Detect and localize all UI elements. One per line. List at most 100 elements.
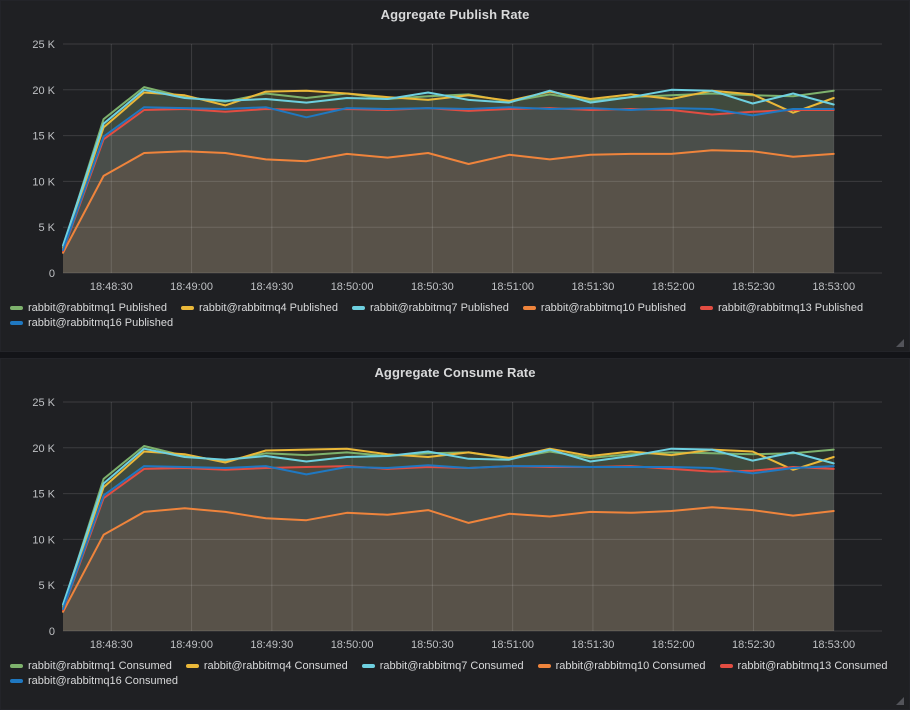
series-fill [63,108,834,273]
x-tick-label: 18:51:30 [572,639,615,651]
y-tick-label: 10 K [32,534,55,546]
legend-item[interactable]: rabbit@rabbitmq7 Published [351,302,509,314]
y-tick-label: 15 K [32,131,55,143]
legend-series-swatch-icon [537,664,551,668]
series-line [62,149,835,254]
legend-item[interactable]: rabbit@rabbitmq7 Consumed [361,660,524,672]
legend-series-swatch-icon [10,321,23,325]
series-fill [63,107,834,273]
legend-series-label: rabbit@rabbitmq16 Consumed [28,675,178,687]
series-line [62,106,835,252]
y-tick-label: 10 K [32,176,55,188]
series-fill [63,446,834,631]
x-tick-label: 18:53:00 [812,281,855,293]
x-tick-label: 18:52:00 [652,281,695,293]
legend-item[interactable]: rabbit@rabbitmq10 Consumed [537,660,706,672]
legend-item[interactable]: rabbit@rabbitmq10 Published [522,302,686,314]
x-tick-label: 18:51:30 [572,281,615,293]
legend-series-label: rabbit@rabbitmq13 Consumed [737,660,888,672]
legend-series-swatch-icon [10,679,23,683]
x-tick-label: 18:51:00 [491,281,534,293]
legend-series-label: rabbit@rabbitmq10 Consumed [555,660,706,672]
series-fill [63,87,834,273]
x-tick-label: 18:50:30 [411,639,454,651]
x-tick-label: 18:49:00 [170,639,213,651]
y-tick-label: 0 [49,268,55,280]
panel-title[interactable]: Aggregate Publish Rate [380,7,530,22]
legend-row: rabbit@rabbitmq16 Consumed [10,675,900,687]
legend-series-swatch-icon [185,664,199,668]
legend-item[interactable]: rabbit@rabbitmq13 Published [700,302,863,314]
consume-rate-chart[interactable]: 0 5 K 10 K 15 K 20 K 25 K 18:48:30 18:49:00 18:4… [1,359,910,657]
panel-title[interactable]: Aggregate Consume Rate [374,365,536,380]
y-tick-label: 5 K [38,580,55,592]
series-fill [63,465,834,631]
legend-series-label: rabbit@rabbitmq1 Published [28,302,167,314]
x-tick-label: 18:50:00 [331,281,374,293]
publish-legend: rabbit@rabbitmq1 Published rabbit@rabbitm… [10,302,900,332]
legend-row: rabbit@rabbitmq16 Published [10,317,900,329]
x-tick-label: 18:51:00 [491,639,534,651]
x-tick-label: 18:52:30 [732,281,775,293]
legend-series-swatch-icon [351,306,365,310]
panel-resize-handle-icon[interactable] [896,339,904,347]
x-tick-label: 18:48:30 [90,281,133,293]
y-tick-label: 25 K [32,39,55,51]
y-tick-label: 20 K [32,443,55,455]
y-tick-label: 0 [49,626,55,638]
y-tick-label: 25 K [32,397,55,409]
series-line [62,447,835,606]
legend-series-swatch-icon [719,664,733,668]
x-tick-label: 18:49:30 [250,639,293,651]
series-fill [63,448,834,631]
series-fill [63,150,834,273]
series-line [62,89,835,251]
legend-series-swatch-icon [10,306,23,310]
x-tick-label: 18:52:30 [732,639,775,651]
legend-item[interactable]: rabbit@rabbitmq1 Published [10,302,167,314]
series-fill [63,507,834,631]
legend-item[interactable]: rabbit@rabbitmq13 Consumed [719,660,888,672]
panel-resize-handle-icon[interactable] [896,697,904,705]
legend-series-swatch-icon [522,306,536,310]
legend-series-label: rabbit@rabbitmq4 Published [198,302,338,314]
legend-series-swatch-icon [180,306,194,310]
legend-item[interactable]: rabbit@rabbitmq4 Published [180,302,338,314]
legend-item[interactable]: rabbit@rabbitmq16 Consumed [10,675,178,687]
x-tick-label: 18:53:00 [812,639,855,651]
series-fill [63,466,834,631]
series-fill [63,90,834,273]
legend-series-swatch-icon [700,306,713,310]
series-line [62,464,835,610]
legend-row: rabbit@rabbitmq1 Published rabbit@rabbitm… [10,302,900,314]
legend-series-label: rabbit@rabbitmq16 Published [28,317,174,329]
x-tick-label: 18:49:30 [250,281,293,293]
legend-item[interactable]: rabbit@rabbitmq1 Consumed [10,660,172,672]
legend-item[interactable]: rabbit@rabbitmq16 Published [10,317,173,329]
panel-aggregate-publish-rate: Aggregate Publish Rate 0 5 K 10 K 15 K 20 K 2… [0,0,910,352]
x-tick-label: 18:50:00 [331,639,374,651]
legend-series-label: rabbit@rabbitmq7 Published [369,302,509,314]
series-fill [63,89,834,273]
x-tick-label: 18:52:00 [652,639,695,651]
legend-series-swatch-icon [10,664,23,668]
legend-series-label: rabbit@rabbitmq1 Consumed [28,660,172,672]
x-tick-label: 18:50:30 [411,281,454,293]
publish-rate-chart[interactable]: 0 5 K 10 K 15 K 20 K 25 K 18:48:30 18:49:00 18:4… [1,1,910,299]
legend-series-label: rabbit@rabbitmq13 Published [718,302,864,314]
y-tick-label: 20 K [32,85,55,97]
legend-series-label: rabbit@rabbitmq4 Consumed [203,660,348,672]
consume-legend: rabbit@rabbitmq1 Consumed rabbit@rabbitmq… [10,660,900,690]
legend-series-label: rabbit@rabbitmq7 Consumed [379,660,524,672]
y-tick-label: 5 K [38,222,55,234]
legend-row: rabbit@rabbitmq1 Consumed rabbit@rabbitmq… [10,660,900,672]
series-line [62,88,835,247]
legend-series-swatch-icon [361,664,375,668]
series-fill [63,448,834,631]
x-tick-label: 18:49:00 [170,281,213,293]
series-line [62,506,835,613]
panel-aggregate-consume-rate: Aggregate Consume Rate 0 5 K 10 K 15 K 20 K 2… [0,358,910,710]
legend-item[interactable]: rabbit@rabbitmq4 Consumed [185,660,348,672]
legend-series-label: rabbit@rabbitmq10 Published [540,302,686,314]
